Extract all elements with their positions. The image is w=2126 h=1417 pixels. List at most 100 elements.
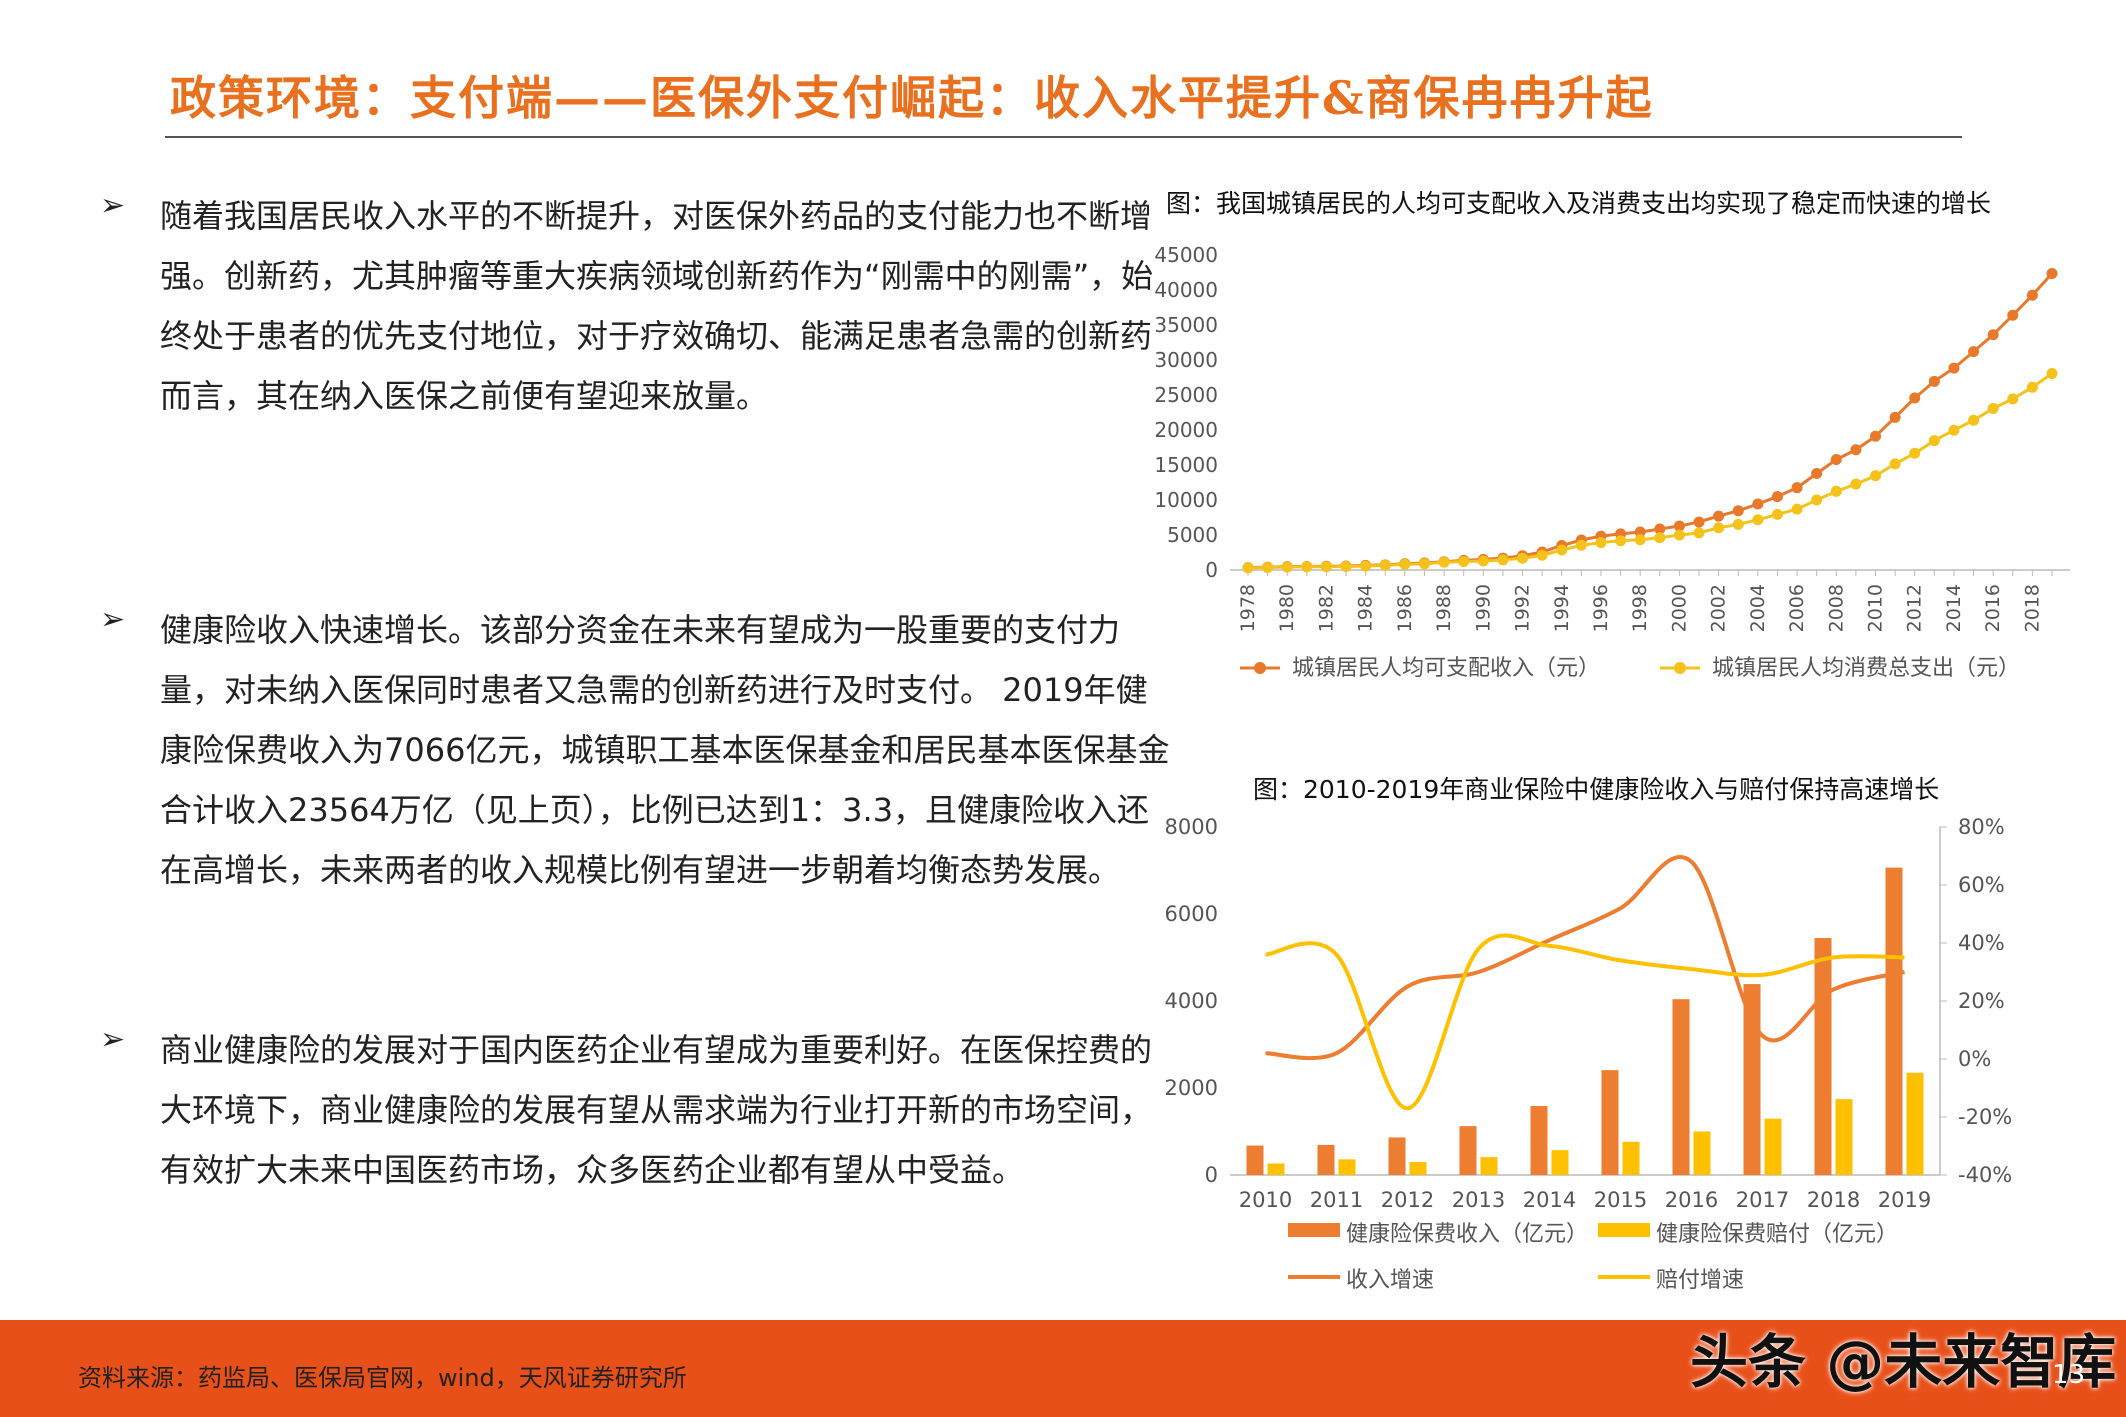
series-point xyxy=(1340,560,1352,572)
footer-bar xyxy=(0,1320,2126,1417)
series-point xyxy=(1909,447,1921,459)
series-point xyxy=(2026,381,2038,393)
income-line-chart: 0 5000 10000 15000 20000 25000 30000 35000 40000… xyxy=(1154,243,2070,681)
y2-tick-label: 60% xyxy=(1958,873,2005,897)
series-point xyxy=(1850,478,1862,490)
legend-swatch xyxy=(1598,1223,1650,1237)
series-point xyxy=(1301,561,1313,573)
series-point xyxy=(1909,392,1921,404)
bar xyxy=(1814,938,1832,1175)
series-line xyxy=(1247,272,2054,570)
legend-label: 健康险保费收入（亿元） xyxy=(1346,1222,1588,1247)
x-tick-label: 1992 xyxy=(1512,584,1534,632)
y-tick-label: 20000 xyxy=(1154,418,1218,442)
bar xyxy=(1480,1157,1498,1175)
series-point xyxy=(1791,503,1803,515)
series-point xyxy=(1771,491,1783,503)
series-point xyxy=(1634,534,1646,546)
x-tick-label: 2010 xyxy=(1865,584,1887,632)
series-point xyxy=(1870,470,1882,482)
x-tick-label: 1984 xyxy=(1355,584,1377,632)
bar xyxy=(1317,1144,1335,1175)
series-point xyxy=(1536,549,1548,561)
bar xyxy=(1835,1099,1853,1175)
series-point xyxy=(1595,537,1607,549)
y-tick-label: 6000 xyxy=(1165,902,1218,926)
bullet-arrow-icon: ➢ xyxy=(100,1022,126,1057)
series-point xyxy=(1418,558,1430,570)
series-point xyxy=(1517,552,1529,564)
series-point xyxy=(1438,556,1450,568)
bar xyxy=(1409,1162,1427,1175)
y-tick-label: 30000 xyxy=(1154,348,1218,372)
bar xyxy=(1906,1072,1924,1175)
series-point xyxy=(1654,523,1666,535)
legend-label: 城镇居民人均可支配收入（元） xyxy=(1292,656,1600,681)
series-point xyxy=(1497,554,1509,566)
series-point xyxy=(1673,529,1685,541)
series-point xyxy=(1752,498,1764,510)
x-tick-label: 1988 xyxy=(1433,584,1455,632)
series-point xyxy=(1713,510,1725,522)
x-tick-label: 1980 xyxy=(1276,584,1298,632)
x-tick-label: 1996 xyxy=(1590,584,1612,632)
series-point xyxy=(1713,522,1725,534)
legend-swatch-dot xyxy=(1254,662,1266,674)
bar xyxy=(1459,1126,1477,1175)
y-tick-label: 5000 xyxy=(1167,523,1218,547)
series-point xyxy=(2007,393,2019,405)
bar xyxy=(1743,984,1761,1175)
series-point xyxy=(1889,411,1901,423)
y-tick-label: 35000 xyxy=(1154,313,1218,337)
x-tick-label: 2000 xyxy=(1668,584,1690,632)
series-point xyxy=(2007,309,2019,321)
series-point xyxy=(1987,402,1999,414)
x-tick-label: 2014 xyxy=(1523,1188,1576,1212)
series-point xyxy=(1360,560,1372,572)
x-tick-label: 1994 xyxy=(1551,584,1573,632)
page-title: 政策环境：支付端——医保外支付崛起：收入水平提升&商保冉冉升起 xyxy=(170,71,1654,125)
bullet-arrow-icon: ➢ xyxy=(100,602,126,637)
series-point xyxy=(1693,527,1705,539)
page-number: 13 xyxy=(2052,1360,2086,1390)
bar xyxy=(1693,1131,1711,1175)
title-divider xyxy=(165,136,1962,138)
watermark: 头条 @未来智库 xyxy=(1690,1328,2117,1396)
series-point xyxy=(2046,267,2058,279)
legend-label: 健康险保费赔付（亿元） xyxy=(1656,1222,1898,1247)
y-tick-label: 25000 xyxy=(1154,383,1218,407)
bullet-text: 商业健康险的发展对于国内医药企业有望成为重要利好。在医保控费的大环境下，商业健康… xyxy=(160,1031,1153,1189)
y-tick-label: 4000 xyxy=(1165,989,1218,1013)
series-point xyxy=(1242,562,1254,574)
series-point xyxy=(1379,559,1391,571)
series-point xyxy=(1615,535,1627,547)
legend-swatch xyxy=(1288,1223,1340,1237)
series-point xyxy=(1968,346,1980,358)
y-tick-label: 0 xyxy=(1205,1163,1218,1187)
x-tick-label: 2015 xyxy=(1594,1188,1647,1212)
x-tick-label: 2017 xyxy=(1736,1188,1789,1212)
bar xyxy=(1267,1163,1285,1175)
x-tick-label: 2018 xyxy=(2021,584,2043,632)
legend-label: 城镇居民人均消费总支出（元） xyxy=(1712,656,2020,681)
x-tick-label: 1998 xyxy=(1629,584,1651,632)
legend-swatch-dot xyxy=(1674,662,1686,674)
series-point xyxy=(1830,485,1842,497)
x-tick-label: 2013 xyxy=(1452,1188,1505,1212)
series-point xyxy=(1281,561,1293,573)
series-point xyxy=(1575,539,1587,551)
legend-label: 收入增速 xyxy=(1346,1268,1434,1293)
series-point xyxy=(1262,561,1274,573)
series-line xyxy=(1265,933,1905,1111)
legend-label: 赔付增速 xyxy=(1656,1268,1744,1293)
series-point xyxy=(1477,555,1489,567)
series-point xyxy=(1889,458,1901,470)
x-tick-label: 1982 xyxy=(1315,584,1337,632)
y-tick-label: 0 xyxy=(1205,558,1218,582)
series-point xyxy=(1634,526,1646,538)
series-line xyxy=(1247,372,2053,570)
health-insurance-combo-chart: 0 2000 4000 6000 8000 -40% -20% 0% 20% 40% 60% 80% 2… xyxy=(1165,815,2013,1293)
x-tick-label: 2010 xyxy=(1239,1188,1292,1212)
series-point xyxy=(2046,368,2058,380)
y-tick-label: 15000 xyxy=(1154,453,1218,477)
